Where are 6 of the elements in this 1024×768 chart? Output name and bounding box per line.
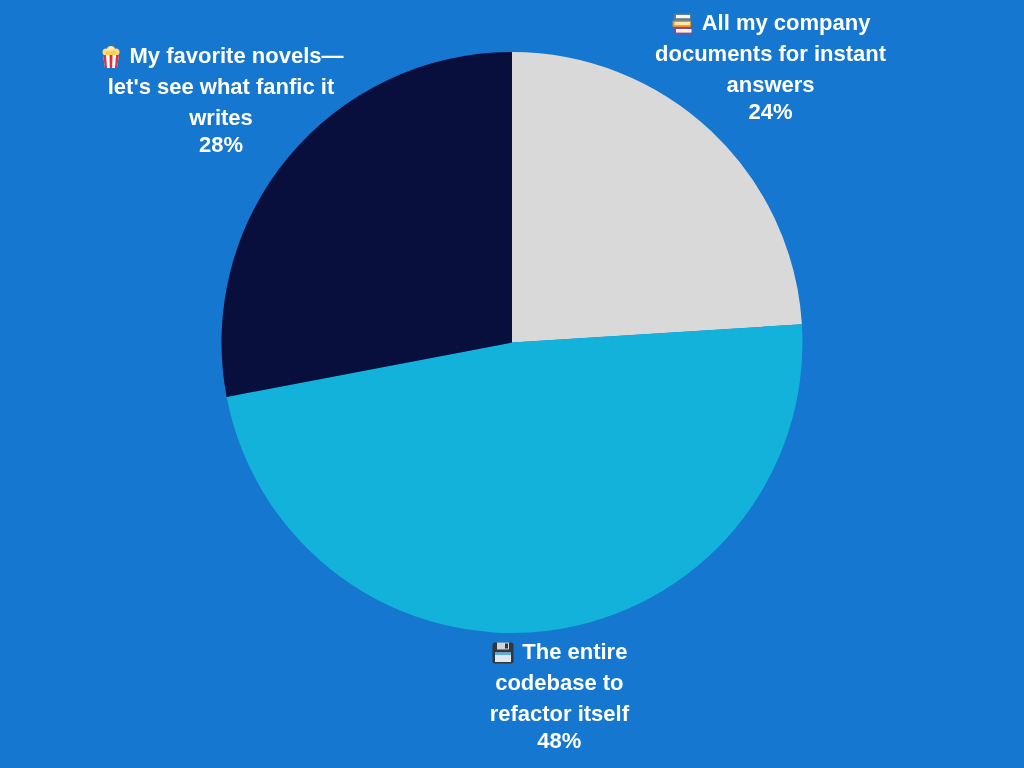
data-label: 28% [198, 132, 244, 158]
slice-label: The entire codebase to refactor itself [489, 638, 630, 726]
data-label: 24% [748, 99, 793, 125]
slice-label: All my company documents for instant answers [655, 9, 887, 97]
data-label: 48% [537, 728, 582, 754]
slice-label: My favorite novels—let's see what fanfic it writes [107, 42, 344, 130]
